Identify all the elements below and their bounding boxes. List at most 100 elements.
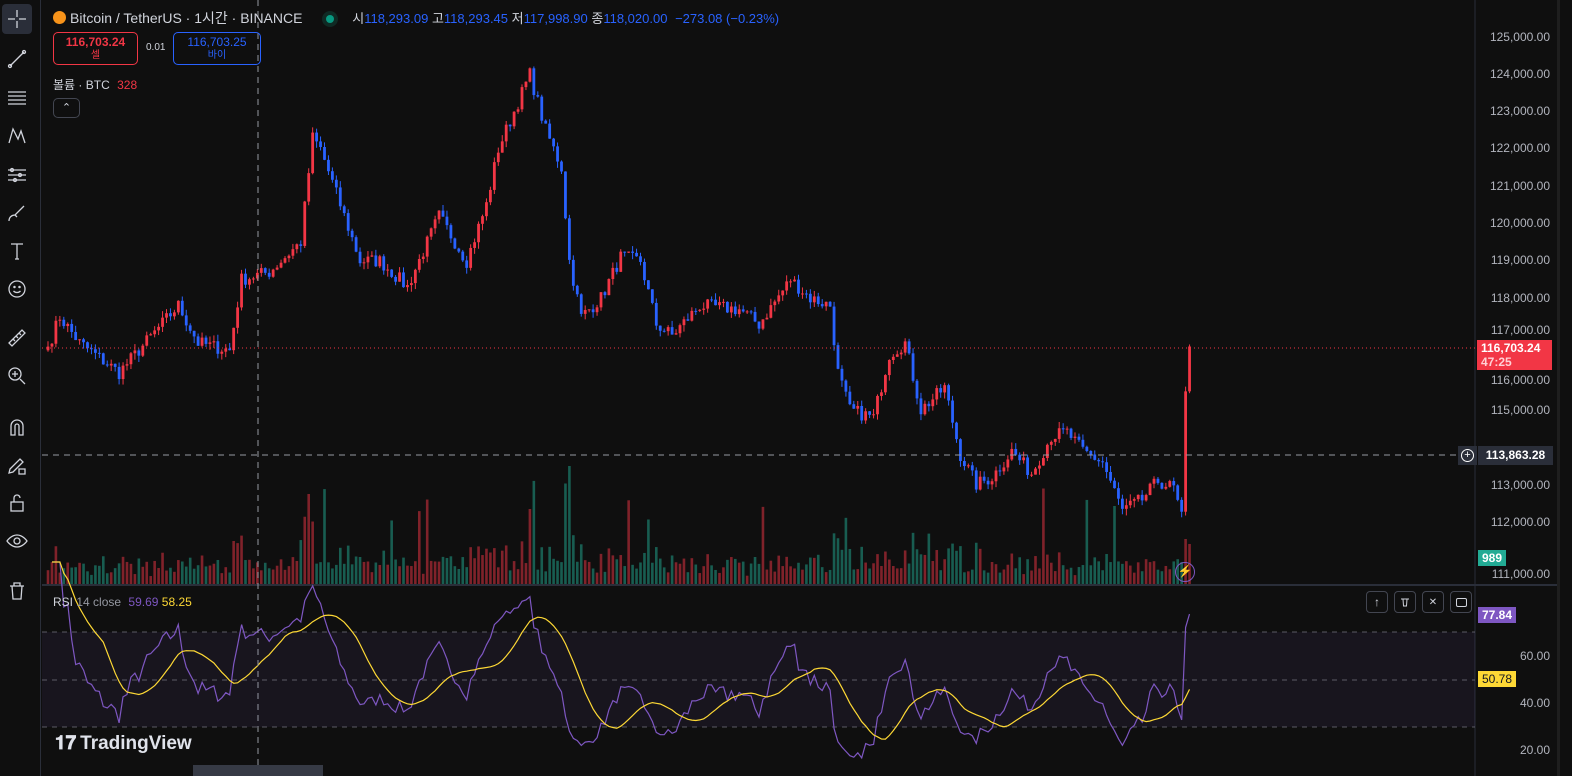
candle-body [990,481,994,485]
candle-body [1006,459,1010,468]
candle-body [212,341,216,343]
volume-legend[interactable]: 볼륨 · BTC 328 [53,76,137,93]
candle-body [1045,444,1049,459]
volume-bar [1164,565,1168,584]
candle-body [1180,499,1184,512]
candle-body [307,173,311,202]
volume-label: 볼륨 · BTC [53,78,110,92]
candle-body [571,259,575,286]
events-lightning-icon[interactable]: ⚡ [1175,562,1195,582]
sell-button[interactable]: 116,703.24 셀 [53,32,138,65]
volume-bar [169,567,172,584]
candle-body [1132,499,1136,501]
volume-bar [627,500,630,584]
candle-body [366,256,370,263]
candle-body [362,262,366,264]
candle-body [113,363,117,367]
candle-body [358,251,362,264]
volume-bar [271,569,275,584]
candle-body [978,476,982,490]
candle-body [587,309,591,311]
candle-body [74,331,78,341]
forecast-tool[interactable] [2,160,32,190]
candle-body [876,395,879,415]
rsi-legend[interactable]: RSI 14 close 59.69 58.25 [53,595,192,609]
volume-bar [868,568,871,584]
pattern-tool[interactable] [2,121,32,151]
volume-bar [785,556,788,584]
volume-bar [832,533,836,584]
volume-bar [1105,554,1108,584]
volume-bar [888,559,891,584]
volume-bar [793,568,796,584]
maximize-pane-button[interactable] [1450,591,1472,613]
brush-tool[interactable] [2,198,32,228]
candle-body [402,272,405,288]
buy-button[interactable]: 116,703.25 바이 [173,32,261,65]
emoji-tool[interactable] [2,274,32,304]
add-alert-button[interactable]: + [1458,446,1477,465]
candle-body [544,120,548,124]
volume-bar [753,557,757,584]
volume-bar [655,547,658,584]
sell-label: 셀 [90,50,101,61]
volume-bar [1093,557,1097,584]
candle-body [986,480,990,485]
crosshair-tool[interactable] [2,4,32,34]
candle-body [884,375,887,393]
volume-bar [690,558,694,584]
text-tool[interactable] [2,236,32,266]
candle-body [346,213,350,231]
volume-bar [184,566,188,584]
volume-bar [1050,562,1053,584]
volume-bar [252,568,255,584]
remove-tool[interactable] [2,576,32,606]
candle-body [331,171,334,180]
candle-body [184,315,188,326]
hide-tool[interactable] [2,526,32,556]
move-pane-up-button[interactable]: ↑ [1366,591,1388,613]
tradingview-logo[interactable]: 𝟏𝟕 TradingView [55,733,192,755]
volume-bar [797,562,800,584]
volume-bar [686,572,690,584]
candle-body [801,293,804,295]
candle-body [832,306,836,346]
candle-body [516,109,520,112]
volume-bar [418,511,421,584]
fib-tool[interactable] [2,83,32,113]
candle-body [50,343,54,347]
lock-drawings-tool[interactable] [2,450,32,480]
zoom-in-tool[interactable] [2,361,32,391]
collapse-pane-button[interactable]: ✕ [1422,591,1444,613]
volume-bar [208,565,212,584]
volume-bar [319,562,322,584]
lock-tool[interactable] [2,488,32,518]
candle-body [927,403,931,407]
candle-body [196,336,200,346]
candle-body [702,308,706,310]
volume-bar [674,562,678,584]
candle-body [1053,438,1057,442]
magnet-tool[interactable] [2,412,32,442]
volume-bar [181,561,184,584]
candle-body [173,312,176,317]
volume-bar [836,538,840,584]
candle-body [1164,486,1168,489]
close-value: 118,020.00 [603,11,668,26]
collapse-legend-button[interactable]: ⌃ [53,98,80,118]
volume-bar [615,559,619,584]
measure-tool[interactable] [2,323,32,353]
candle-body [1121,498,1124,509]
candle-body [342,206,346,214]
volume-bar [192,568,196,584]
volume-bar [117,563,121,584]
symbol-legend[interactable]: Bitcoin / TetherUS · 1시간 · BINANCE 시118,… [53,8,779,28]
trend-line-tool[interactable] [2,44,32,74]
volume-bar [951,543,954,584]
volume-bar [611,555,615,584]
delete-pane-button[interactable] [1394,591,1416,613]
right-sidebar[interactable] [1557,0,1572,776]
volume-bar [528,509,532,584]
candle-body [931,399,935,407]
